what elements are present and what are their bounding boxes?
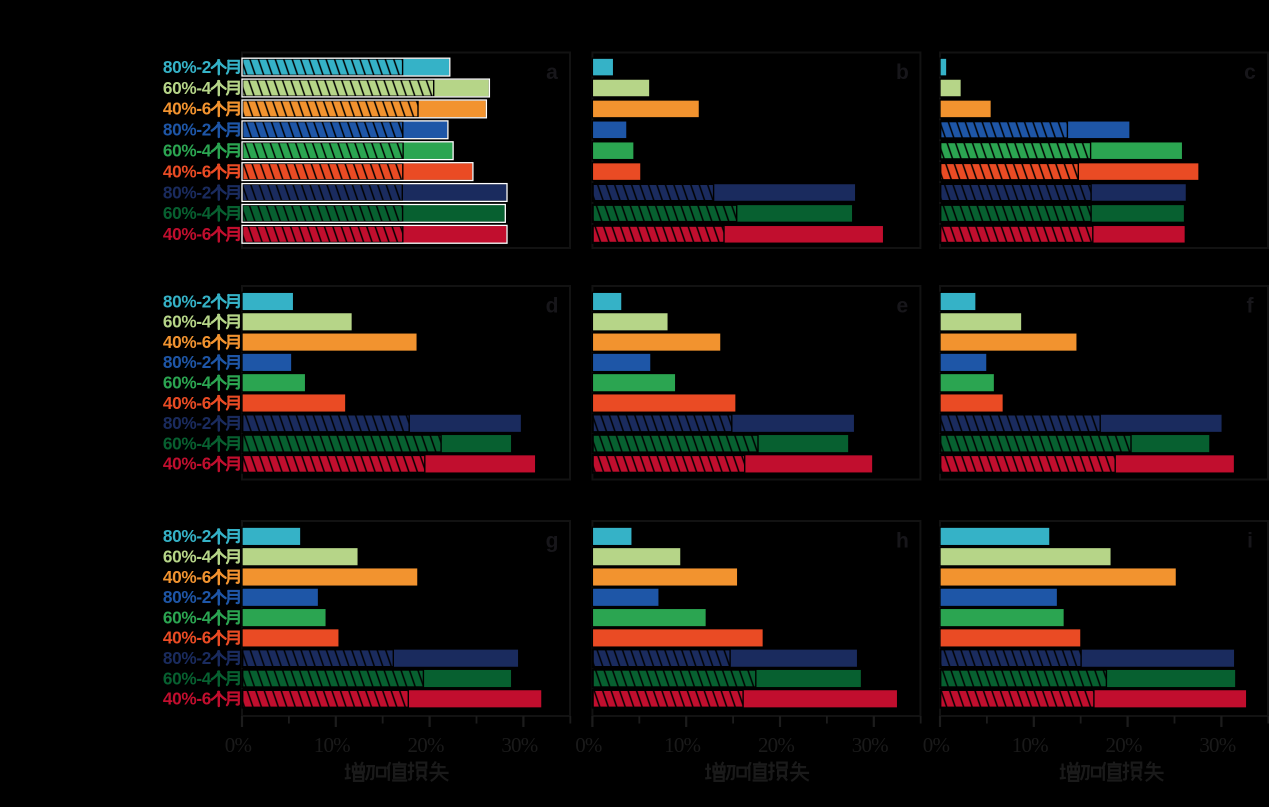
svg-text:80%-2: 80%-2: [163, 291, 211, 311]
svg-text:60%-4: 60%-4: [163, 203, 212, 223]
svg-text:30%: 30%: [852, 733, 888, 757]
svg-text:60%-4: 60%-4: [163, 141, 212, 161]
svg-text:10%: 10%: [314, 733, 350, 757]
svg-text:0%: 0%: [923, 733, 950, 757]
svg-text:20%: 20%: [408, 733, 444, 757]
svg-text:40%-6: 40%-6: [163, 567, 211, 587]
svg-text:20%: 20%: [758, 733, 794, 757]
svg-text:d: d: [546, 295, 559, 318]
svg-text:60%-4: 60%-4: [163, 78, 212, 98]
svg-text:30%: 30%: [501, 733, 537, 757]
svg-text:20%: 20%: [1106, 733, 1142, 757]
svg-text:40%-6: 40%-6: [163, 332, 211, 352]
svg-text:60%-4: 60%-4: [163, 433, 212, 453]
svg-text:60%-4: 60%-4: [163, 312, 212, 332]
svg-text:80%-2: 80%-2: [163, 352, 211, 372]
svg-text:40%-6: 40%-6: [163, 393, 211, 413]
svg-text:f: f: [1247, 295, 1255, 318]
svg-text:60%-4: 60%-4: [163, 373, 212, 393]
svg-text:60%-4: 60%-4: [163, 547, 212, 567]
svg-text:60%-4: 60%-4: [163, 668, 212, 688]
svg-text:80%-2: 80%-2: [163, 648, 211, 668]
svg-text:40%-6: 40%-6: [163, 454, 211, 474]
svg-text:30%: 30%: [1199, 733, 1235, 757]
svg-text:e: e: [897, 295, 909, 318]
svg-text:10%: 10%: [664, 733, 700, 757]
svg-text:80%-2: 80%-2: [163, 587, 211, 607]
svg-text:g: g: [546, 530, 559, 553]
svg-text:80%-2: 80%-2: [163, 182, 211, 202]
svg-text:80%-2: 80%-2: [163, 120, 211, 140]
svg-text:60%-4: 60%-4: [163, 607, 212, 627]
svg-text:h: h: [896, 530, 909, 553]
svg-text:40%-6: 40%-6: [163, 224, 211, 244]
svg-text:80%-2: 80%-2: [163, 57, 211, 77]
svg-text:0%: 0%: [575, 733, 602, 757]
svg-text:40%-6: 40%-6: [163, 99, 211, 119]
svg-text:b: b: [896, 61, 909, 84]
svg-text:80%-2: 80%-2: [163, 413, 211, 433]
svg-text:c: c: [1244, 61, 1256, 84]
svg-text:0%: 0%: [225, 733, 252, 757]
svg-text:40%-6: 40%-6: [163, 689, 211, 709]
svg-text:a: a: [546, 61, 558, 84]
svg-text:10%: 10%: [1012, 733, 1048, 757]
svg-text:40%-6: 40%-6: [163, 161, 211, 181]
svg-text:40%-6: 40%-6: [163, 628, 211, 648]
svg-text:80%-2: 80%-2: [163, 526, 211, 546]
svg-text:i: i: [1247, 530, 1253, 553]
